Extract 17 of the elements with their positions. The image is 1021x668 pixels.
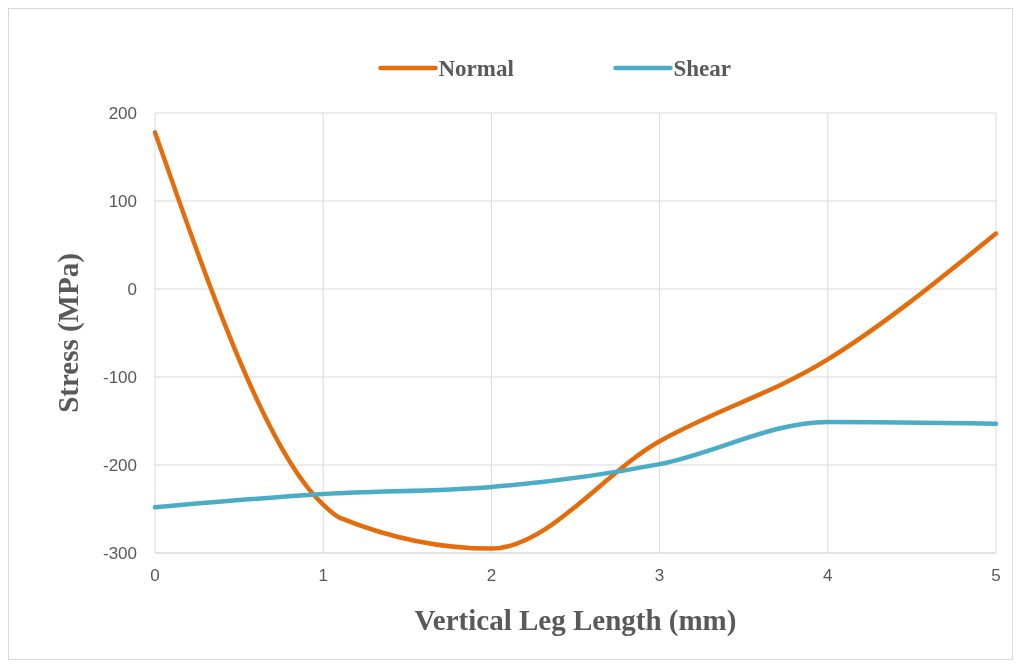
y-tick-label: -100	[102, 367, 137, 387]
y-tick-label: 0	[127, 279, 137, 299]
x-tick-label: 1	[318, 566, 328, 585]
y-tick-label: -300	[102, 543, 137, 563]
x-tick-label: 4	[823, 566, 833, 585]
y-tick-label: -200	[102, 455, 137, 475]
x-tick-label: 5	[991, 566, 1001, 585]
x-tick-label: 0	[150, 566, 160, 585]
legend-label: Normal	[438, 56, 514, 82]
x-tick-label: 3	[654, 566, 665, 585]
legend-label: Shear	[673, 56, 731, 82]
x-tick-label: 2	[486, 566, 497, 585]
line-series	[152, 419, 999, 510]
y-tick-label: 100	[108, 191, 137, 211]
y-tick-label: 200	[108, 103, 137, 123]
x-axis-title: Vertical Leg Length (mm)	[414, 604, 737, 637]
y-axis-title: Stress (MPa)	[52, 253, 85, 413]
